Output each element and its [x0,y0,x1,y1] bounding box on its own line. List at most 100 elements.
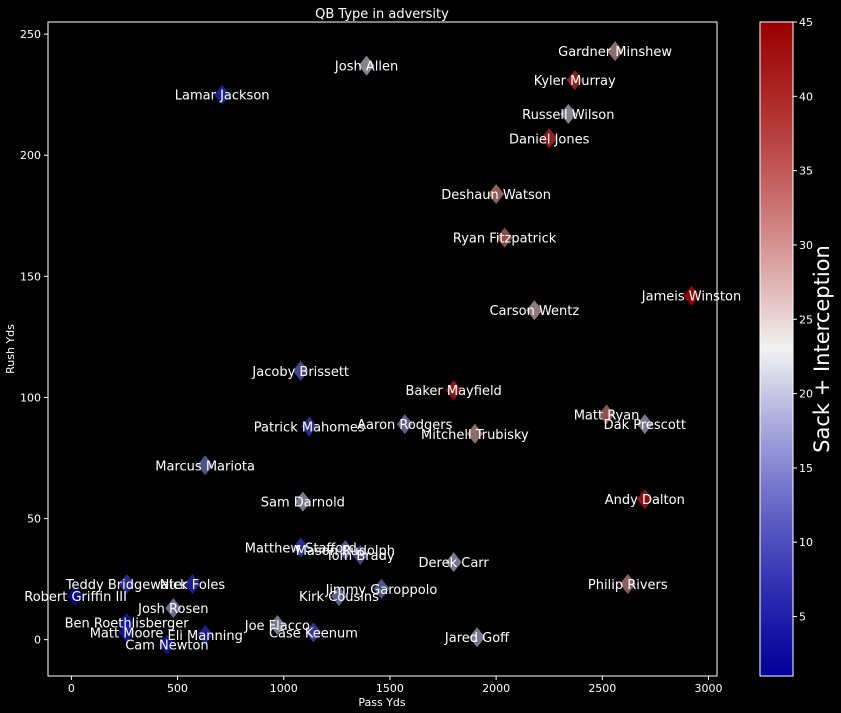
x-axis-label: Pass Yds [358,696,406,709]
point-label: Jacoby Brissett [251,365,349,380]
point-label: Ryan Fitzpatrick [453,232,557,247]
data-point [214,84,231,105]
point-label: Kirk Cousins [299,590,379,605]
point-label: Dak Prescott [604,418,686,433]
data-point [396,414,413,435]
point-label: Jameis Winston [641,290,741,305]
data-point [636,489,653,510]
data-point [330,586,347,607]
point-label: Josh Allen [334,60,398,75]
point-label: Jimmy Garoppolo [325,583,438,598]
data-point [373,578,390,599]
point-label: Russell Wilson [522,108,614,123]
point-label: Lamar Jackson [175,89,270,104]
point-labels: Gardner Minshew Josh Allen Kyler Murray Lam… [24,45,741,653]
data-point [301,416,318,437]
point-label: Deshaun Watson [441,188,551,203]
data-point [683,285,700,306]
colorbar-tick-label: 40 [799,90,813,103]
data-point [158,634,175,655]
colorbar-tick-label: 45 [799,16,813,29]
point-label: Matt Ryan [574,408,640,423]
point-label: Nick Foles [160,578,226,593]
data-point [269,615,286,636]
colorbar-label: Sack + Interception [810,245,834,453]
data-point [184,573,201,594]
point-label: Robert Griffin III [24,590,127,605]
data-points [67,41,700,655]
point-label: Teddy Bridgewater [65,578,188,593]
data-point [197,455,214,476]
data-point [292,537,309,558]
point-label: Carson Wentz [489,304,579,319]
data-point [197,624,214,645]
point-label: Joe Flacco [244,619,310,634]
colorbar-tick-label: 20 [799,388,813,401]
point-label: Gardner Minshew [558,45,672,60]
point-label: Aaron Rodgers [357,418,452,433]
colorbar-tick-label: 10 [799,536,813,549]
colorbar [759,21,794,677]
point-label: Mason Rudolph [296,544,395,559]
data-point [305,622,322,643]
y-axis-label: Rush Yds [4,324,17,374]
data-point [118,573,135,594]
data-point [566,70,583,91]
point-label: Daniel Jones [509,132,590,147]
point-label: Baker Mayfield [405,384,501,399]
y-tick-label: 200 [20,149,41,162]
point-label: Patrick Mahomes [254,421,365,436]
x-tick-label: 500 [167,682,188,695]
data-point [466,423,483,444]
x-tick-label: 1000 [270,682,298,695]
colorbar-tick-label: 15 [799,462,813,475]
data-point [526,300,543,321]
data-point [598,404,615,425]
data-point [67,586,84,607]
point-label: Matthew Stafford [245,542,357,557]
point-label: Ben Roethlisberger [65,617,190,632]
x-tick-label: 0 [68,682,75,695]
point-label: Matt Moore [90,626,164,641]
data-point [337,540,354,561]
chart-title: QB Type in adversity [315,7,449,22]
data-point [352,544,369,565]
point-label: Cam Newton [125,639,208,654]
point-label: Marcus Mariota [155,459,255,474]
colorbar-tick-label: 25 [799,313,813,326]
data-point [294,491,311,512]
data-point [619,573,636,594]
data-point [469,627,486,648]
point-label: Sam Darnold [261,496,345,511]
colorbar-tick-label: 30 [799,239,813,252]
point-label: Jared Goff [444,631,510,646]
colorbar-tick-label: 35 [799,165,813,178]
point-label: Tom Brady [325,549,395,564]
data-point [165,598,182,619]
data-point [541,128,558,149]
point-label: Andy Dalton [605,493,685,508]
plot-area [47,21,718,677]
point-label: Philip Rivers [588,578,668,593]
colorbar-tick-label: 5 [799,611,806,624]
point-label: Case Keenum [269,626,358,641]
x-axis-ticks: 0 500 1000 1500 2000 2500 3000 [68,676,723,695]
data-point [118,622,135,643]
y-tick-label: 50 [27,513,41,526]
data-point [488,183,505,204]
point-label: Eli Manning [167,629,242,644]
y-tick-label: 250 [20,28,41,41]
y-axis-ticks: 0 50 100 150 200 250 [20,28,48,647]
y-tick-label: 150 [20,270,41,283]
point-label: Derek Carr [419,556,490,571]
x-tick-label: 1500 [376,682,404,695]
point-label: Josh Rosen [137,602,208,617]
colorbar-ticks: 5 10 15 20 25 30 35 40 45 [793,16,813,624]
data-point [636,414,653,435]
y-tick-label: 100 [20,391,41,404]
data-point [445,552,462,573]
y-tick-label: 0 [34,634,41,647]
data-point [445,380,462,401]
data-point [496,227,513,248]
